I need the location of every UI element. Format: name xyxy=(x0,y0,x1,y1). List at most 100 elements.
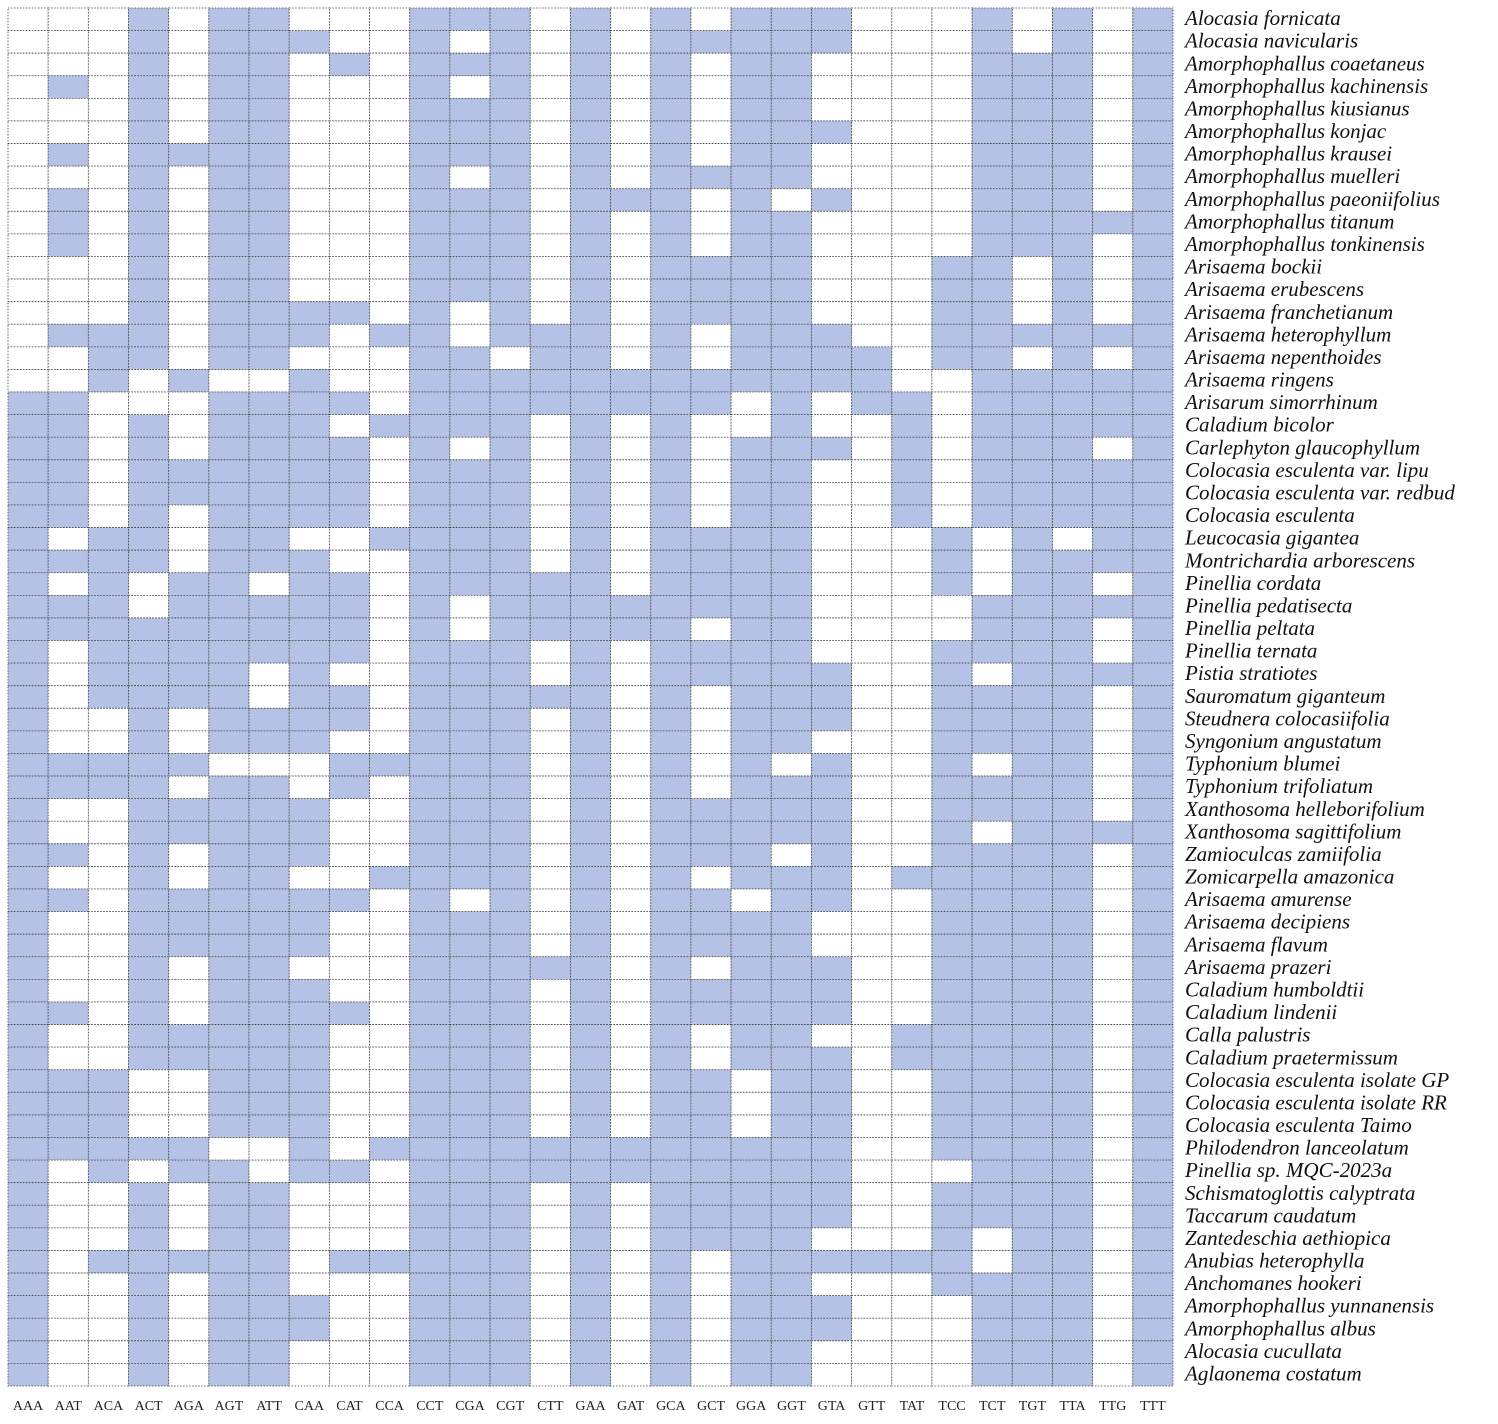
cell xyxy=(770,52,812,77)
cell xyxy=(87,933,129,958)
cell xyxy=(369,662,411,687)
cell xyxy=(1011,369,1053,393)
cell xyxy=(690,1272,732,1297)
cell xyxy=(1052,301,1094,325)
cell xyxy=(489,1250,531,1274)
cell xyxy=(891,1227,933,1251)
cell xyxy=(489,75,531,99)
cell xyxy=(168,1295,210,1319)
cell xyxy=(128,1069,170,1093)
cell xyxy=(449,911,491,935)
cell xyxy=(288,1363,330,1387)
species-label: Amorphophallus paeoniifolius xyxy=(1183,187,1440,211)
cell xyxy=(369,391,411,416)
cell xyxy=(610,97,652,122)
cell xyxy=(328,866,370,890)
cell xyxy=(449,707,491,732)
cell xyxy=(570,143,611,167)
cell xyxy=(489,1363,531,1387)
cell xyxy=(87,1363,129,1387)
cell xyxy=(891,278,933,303)
cell xyxy=(730,481,772,506)
cell xyxy=(288,97,330,122)
cell xyxy=(1052,391,1094,416)
species-label: Schismatoglottis calyptrata xyxy=(1185,1181,1415,1205)
cell xyxy=(690,527,732,551)
cell xyxy=(7,391,49,416)
cell xyxy=(87,301,129,325)
cell xyxy=(650,143,692,167)
cell xyxy=(7,1317,49,1342)
cell xyxy=(128,1227,170,1251)
cell xyxy=(1011,798,1053,822)
cell xyxy=(1132,436,1174,461)
cell xyxy=(248,527,290,551)
cell xyxy=(851,1363,893,1387)
cell xyxy=(529,753,571,777)
cell xyxy=(128,233,170,257)
cell xyxy=(328,662,370,687)
cell xyxy=(7,594,49,619)
cell xyxy=(47,97,89,122)
cell xyxy=(529,978,571,1003)
cell xyxy=(328,978,370,1003)
cell xyxy=(7,459,49,483)
cell xyxy=(1132,233,1174,257)
cell xyxy=(610,143,652,167)
cell xyxy=(1132,1024,1174,1048)
cell xyxy=(971,1340,1013,1364)
cell xyxy=(690,1114,732,1138)
cell xyxy=(931,617,973,641)
cell xyxy=(570,7,611,31)
cell xyxy=(409,707,451,732)
cell xyxy=(650,933,692,958)
cell xyxy=(730,640,772,664)
cell xyxy=(891,685,933,709)
cell xyxy=(770,1363,812,1387)
cell xyxy=(650,978,692,1003)
cell xyxy=(811,662,853,687)
cell xyxy=(328,1001,370,1025)
cell xyxy=(770,572,812,596)
cell xyxy=(529,662,571,687)
cell xyxy=(47,278,89,303)
cell xyxy=(1092,1182,1134,1206)
cell xyxy=(47,866,89,890)
cell xyxy=(288,1159,330,1184)
cell xyxy=(971,1024,1013,1048)
cell xyxy=(770,30,812,54)
cell xyxy=(87,1046,129,1071)
cell xyxy=(851,888,893,913)
cell xyxy=(811,481,853,506)
cell xyxy=(891,52,933,77)
species-label: Anubias heterophylla xyxy=(1183,1249,1364,1273)
species-label: Syngonium angustatum xyxy=(1185,729,1382,753)
cell xyxy=(248,256,290,280)
cell xyxy=(449,233,491,257)
cell xyxy=(288,30,330,54)
cell xyxy=(328,30,370,54)
cell xyxy=(328,75,370,99)
cell xyxy=(971,798,1013,822)
cell xyxy=(650,594,692,619)
cell xyxy=(730,1250,772,1274)
cell xyxy=(248,97,290,122)
cell xyxy=(529,1204,571,1229)
cell xyxy=(47,52,89,77)
cell xyxy=(891,233,933,257)
cell xyxy=(690,30,732,54)
cell xyxy=(931,685,973,709)
cell xyxy=(7,188,49,212)
cell xyxy=(851,346,893,370)
cell xyxy=(529,549,571,574)
cell xyxy=(971,775,1013,800)
cell xyxy=(650,233,692,257)
cell xyxy=(449,120,491,144)
cell xyxy=(288,1024,330,1048)
cell xyxy=(1011,1363,1053,1387)
cell xyxy=(891,459,933,483)
cell xyxy=(730,1182,772,1206)
cell xyxy=(208,820,250,845)
cell xyxy=(851,1340,893,1364)
cell xyxy=(529,256,571,280)
